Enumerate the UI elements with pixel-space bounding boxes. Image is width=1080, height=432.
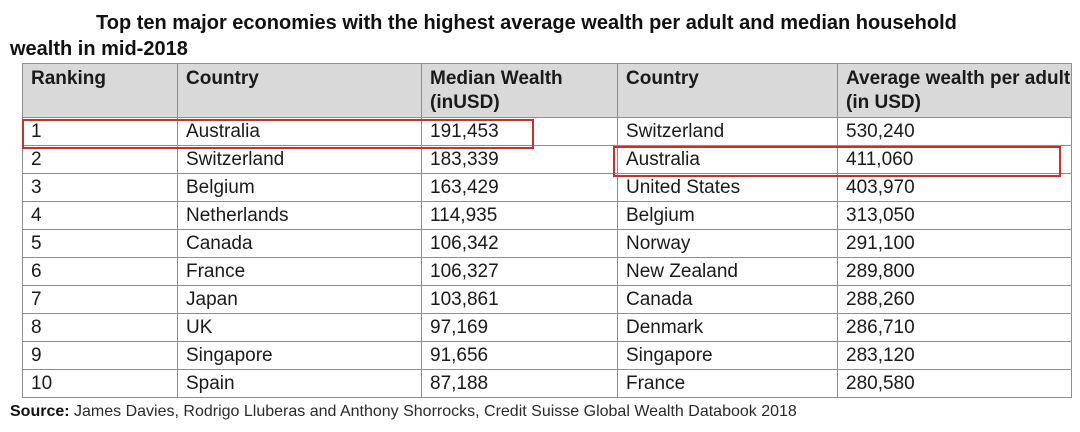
table-row: 9 Singapore 91,656 Singapore 283,120 [22,341,1072,370]
average-country-cell: Switzerland [617,117,838,146]
average-wealth-cell: 286,710 [837,313,1072,342]
average-country-cell: United States [617,173,838,202]
median-country-cell: Canada [177,229,422,258]
average-country-cell: Norway [617,229,838,258]
median-wealth-cell: 91,656 [421,341,618,370]
median-country-cell: Australia [177,117,422,146]
table-row: 4 Netherlands 114,935 Belgium 313,050 [22,201,1072,230]
median-country-cell: Japan [177,285,422,314]
median-wealth-cell: 103,861 [421,285,618,314]
source-note: Source: James Davies, Rodrigo Lluberas a… [10,402,797,422]
median-country-cell: UK [177,313,422,342]
rank-cell: 10 [22,369,178,398]
rank-cell: 2 [22,145,178,174]
wealth-ranking-table: Ranking Country Median Wealth (inUSD) Co… [22,63,1072,398]
average-country-cell: Belgium [617,201,838,230]
rank-cell: 7 [22,285,178,314]
average-country-cell: Singapore [617,341,838,370]
median-country-cell: France [177,257,422,286]
table-row: 7 Japan 103,861 Canada 288,260 [22,285,1072,314]
average-country-cell: Australia [617,145,838,174]
average-wealth-cell: 291,100 [837,229,1072,258]
header-country-average: Country [617,63,838,118]
table-row: 5 Canada 106,342 Norway 291,100 [22,229,1072,258]
median-country-cell: Belgium [177,173,422,202]
average-wealth-cell: 280,580 [837,369,1072,398]
median-wealth-cell: 106,342 [421,229,618,258]
average-country-cell: Denmark [617,313,838,342]
average-country-cell: New Zealand [617,257,838,286]
rank-cell: 3 [22,173,178,202]
table-row: 3 Belgium 163,429 United States 403,970 [22,173,1072,202]
average-country-cell: Canada [617,285,838,314]
rank-cell: 5 [22,229,178,258]
average-wealth-cell: 530,240 [837,117,1072,146]
source-text: James Davies, Rodrigo Lluberas and Antho… [74,403,797,420]
table-row: 1 Australia 191,453 Switzerland 530,240 [22,117,1072,146]
median-wealth-cell: 87,188 [421,369,618,398]
average-wealth-cell: 289,800 [837,257,1072,286]
rank-cell: 6 [22,257,178,286]
average-wealth-cell: 403,970 [837,173,1072,202]
median-wealth-cell: 106,327 [421,257,618,286]
table-row: 8 UK 97,169 Denmark 286,710 [22,313,1072,342]
average-wealth-cell: 313,050 [837,201,1072,230]
header-average-wealth: Average wealth per adult (in USD) [837,63,1072,118]
median-wealth-cell: 191,453 [421,117,618,146]
median-wealth-cell: 183,339 [421,145,618,174]
median-country-cell: Netherlands [177,201,422,230]
average-wealth-cell: 283,120 [837,341,1072,370]
average-country-cell: France [617,369,838,398]
title-line-1: Top ten major economies with the highest… [96,12,957,34]
median-wealth-cell: 97,169 [421,313,618,342]
source-label: Source: [10,403,70,420]
median-wealth-cell: 114,935 [421,201,618,230]
table-row: 6 France 106,327 New Zealand 289,800 [22,257,1072,286]
header-ranking: Ranking [22,63,178,118]
rank-cell: 9 [22,341,178,370]
document-title: Top ten major economies with the highest… [10,10,1070,62]
rank-cell: 1 [22,117,178,146]
table-header-row: Ranking Country Median Wealth (inUSD) Co… [22,63,1072,118]
median-country-cell: Spain [177,369,422,398]
header-country-median: Country [177,63,422,118]
average-wealth-cell: 411,060 [837,145,1072,174]
median-country-cell: Switzerland [177,145,422,174]
median-country-cell: Singapore [177,341,422,370]
header-median-wealth: Median Wealth (inUSD) [421,63,618,118]
rank-cell: 4 [22,201,178,230]
average-wealth-cell: 288,260 [837,285,1072,314]
title-line-2: wealth in mid-2018 [10,38,188,60]
median-wealth-cell: 163,429 [421,173,618,202]
table-row: 2 Switzerland 183,339 Australia 411,060 [22,145,1072,174]
table-row: 10 Spain 87,188 France 280,580 [22,369,1072,398]
rank-cell: 8 [22,313,178,342]
